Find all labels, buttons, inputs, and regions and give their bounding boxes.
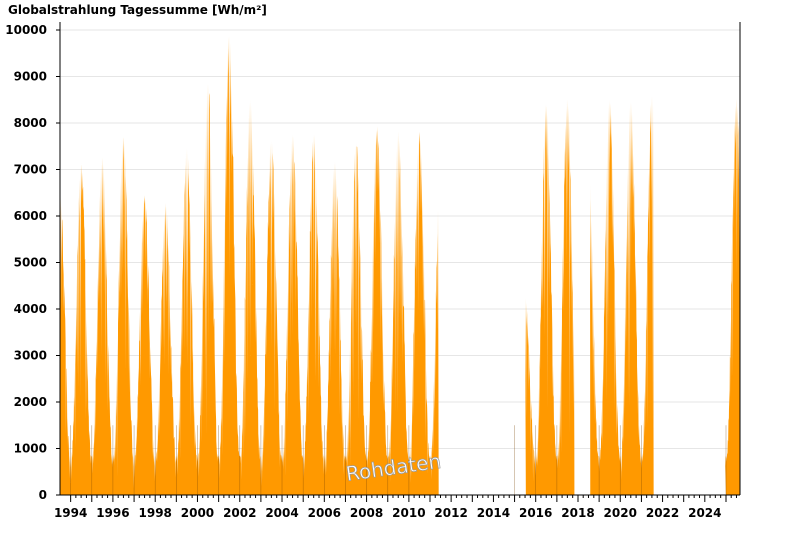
axes: [59, 22, 741, 502]
x-tick-label: 1998: [139, 506, 172, 520]
x-tick-label: 2010: [392, 506, 425, 520]
x-tick-label: 2008: [350, 506, 383, 520]
x-tick-label: 2004: [265, 506, 298, 520]
y-tick-label: 6000: [14, 209, 47, 223]
x-tick-label: 2020: [604, 506, 637, 520]
y-tick-label: 10000: [5, 23, 47, 37]
x-tick-label: 2014: [477, 506, 510, 520]
x-tick-label: 2012: [434, 506, 467, 520]
y-tick-label: 2000: [14, 395, 47, 409]
x-tick-label: 1996: [96, 506, 129, 520]
x-tick-label: 2022: [646, 506, 679, 520]
x-tick-label: 2018: [561, 506, 594, 520]
x-axis-labels: 1994 1996 1998 2000 2002 2004 2006 2008 2010 2012…: [54, 506, 722, 520]
x-tick-label: 2000: [181, 506, 214, 520]
x-tick-label: 2016: [519, 506, 552, 520]
data-segment: [60, 35, 439, 495]
y-axis-labels: 0 1000 2000 3000 4000 5000 6000 7000 8000 9000 100…: [5, 23, 60, 502]
y-tick-label: 9000: [14, 70, 47, 84]
y-tick-label: 8000: [14, 116, 47, 130]
y-tick-label: 3000: [14, 349, 47, 363]
data-segment: [725, 98, 741, 496]
y-tick-label: 4000: [14, 302, 47, 316]
y-tick-label: 5000: [14, 256, 47, 270]
data-segment: [525, 99, 575, 495]
data-bars: [60, 35, 741, 496]
data-segment: [590, 96, 654, 495]
chart-title: Globalstrahlung Tagessumme [Wh/m²]: [8, 3, 267, 17]
x-tick-label: 2006: [308, 506, 341, 520]
x-tick-label: 2002: [223, 506, 256, 520]
y-tick-label: 7000: [14, 163, 47, 177]
y-tick-label: 0: [39, 488, 47, 502]
y-tick-label: 1000: [14, 442, 47, 456]
x-tick-label: 1994: [54, 506, 87, 520]
x-tick-label: 2024: [688, 506, 721, 520]
